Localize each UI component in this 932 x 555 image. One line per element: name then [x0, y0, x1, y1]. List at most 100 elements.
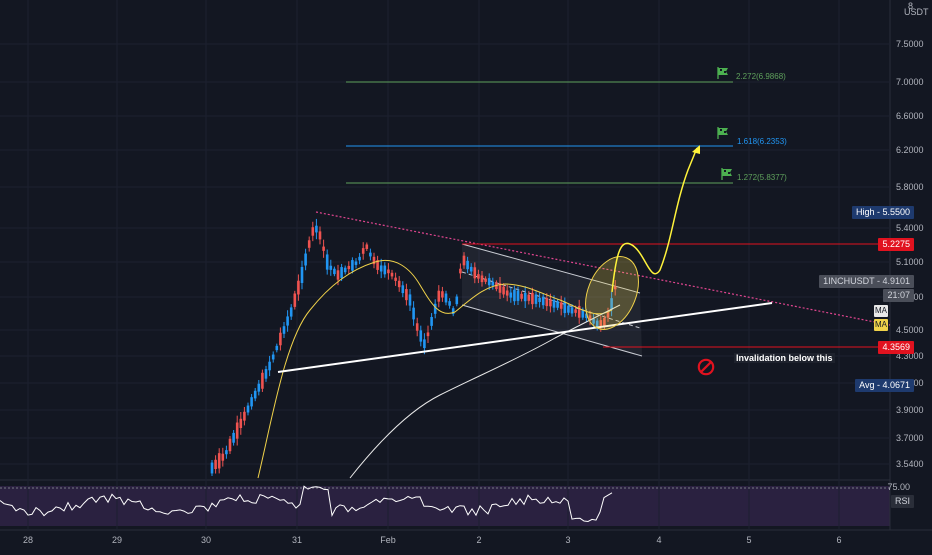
- flag-icon: [717, 127, 728, 139]
- rsi-line: [0, 485, 613, 523]
- time-axis[interactable]: 28 29 30 31 Feb 2 3 4 5 6: [23, 535, 842, 545]
- price-tick-label: 3.9000: [896, 405, 924, 415]
- ma-fast-label[interactable]: MA: [874, 319, 888, 331]
- projection-path: [611, 147, 698, 293]
- candle-body: [491, 281, 495, 286]
- candle-body: [441, 291, 444, 298]
- candle-body: [516, 290, 520, 301]
- candle-body: [351, 260, 354, 271]
- countdown-tag: 21:07: [883, 289, 914, 302]
- price-tick-label: 3.7000: [896, 433, 924, 443]
- candle-body: [412, 307, 415, 320]
- time-tick-label: 5: [746, 535, 751, 545]
- candle-body: [545, 298, 549, 307]
- candle-body: [264, 369, 268, 379]
- candle-body: [333, 268, 336, 275]
- candle-body: [347, 265, 351, 270]
- candle-body: [221, 453, 225, 461]
- flag-icon: [721, 168, 732, 180]
- ascending-trendline: [277, 302, 773, 373]
- candle-body: [563, 301, 567, 314]
- time-tick-label: 4: [656, 535, 661, 545]
- candle-body: [365, 244, 369, 249]
- avg-price-tag: Avg - 4.0671: [855, 379, 914, 392]
- candle-body: [405, 289, 408, 301]
- candle-body: [448, 301, 451, 306]
- candle-body: [268, 361, 271, 371]
- candle-body: [286, 316, 289, 326]
- time-tick-label: 30: [201, 535, 211, 545]
- candle-body: [556, 301, 559, 308]
- time-tick-label: 3: [565, 535, 570, 545]
- candle-body: [570, 307, 574, 314]
- candle-body: [329, 265, 333, 270]
- candle-body: [498, 283, 502, 293]
- candle-body: [279, 332, 282, 346]
- candle-body: [606, 311, 610, 318]
- candle-body: [549, 299, 552, 307]
- resistance-price-tag: 5.2275: [878, 238, 914, 251]
- candle-body: [246, 405, 250, 413]
- candle-body: [455, 296, 459, 305]
- candle-body: [574, 309, 577, 313]
- candle-body: [585, 313, 588, 319]
- candle-body: [232, 432, 235, 443]
- candle-body: [592, 318, 595, 324]
- candle-body: [513, 289, 516, 302]
- invalidation-note: Invalidation below this: [734, 353, 835, 363]
- candle-body: [473, 267, 477, 279]
- candle-body: [379, 265, 383, 272]
- rsi-level-value: 75.00: [887, 482, 910, 492]
- candle-body: [538, 297, 541, 303]
- price-tick-label: 5.8000: [896, 182, 924, 192]
- price-tick-label: 3.5400: [896, 459, 924, 469]
- candle-body: [300, 267, 304, 283]
- time-tick-label: 29: [112, 535, 122, 545]
- candle-body: [354, 261, 358, 265]
- candle-body: [588, 315, 592, 321]
- candle-body: [581, 309, 585, 318]
- price-tick-label: 6.6000: [896, 111, 924, 121]
- fib-label-1618: 1.618(6.2353): [737, 137, 787, 146]
- candle-body: [225, 450, 228, 455]
- candle-body: [595, 320, 599, 329]
- candle-body: [293, 293, 297, 307]
- candle-body: [253, 390, 257, 399]
- candle-body: [282, 326, 286, 334]
- candle-body: [336, 270, 340, 280]
- candle-body: [534, 294, 538, 304]
- candle-body: [271, 354, 275, 360]
- price-tick-label: 6.2000: [896, 145, 924, 155]
- candle-body: [376, 260, 379, 270]
- candle-body: [541, 296, 545, 306]
- candle-body: [426, 332, 430, 337]
- candle-body: [567, 305, 570, 313]
- candle-body: [509, 292, 513, 298]
- main-pane-bg: [0, 0, 890, 478]
- candle-body: [419, 330, 423, 342]
- candle-body: [484, 278, 487, 282]
- price-axis[interactable]: 7.5000 7.0000 6.6000 6.2000 5.8000 5.4000 5.10…: [896, 39, 924, 469]
- price-tick-label: 5.4000: [896, 223, 924, 233]
- candle-body: [603, 317, 606, 327]
- flag-icon: [717, 67, 728, 79]
- candle-body: [527, 294, 531, 301]
- candle-body: [505, 290, 509, 296]
- price-tick-label: 7.5000: [896, 39, 924, 49]
- candle-body: [444, 293, 448, 303]
- no-entry-icon: [697, 358, 715, 376]
- candle-body: [235, 422, 239, 439]
- candle-body: [311, 227, 315, 236]
- price-tick-label: 4.3000: [896, 351, 924, 361]
- candle-body: [387, 269, 390, 274]
- candle-body: [480, 275, 484, 283]
- candle-body: [217, 453, 221, 469]
- candle-body: [383, 265, 387, 275]
- candle-body: [520, 293, 523, 299]
- ma-slow-label[interactable]: MA: [874, 305, 888, 317]
- candle-body: [214, 459, 217, 470]
- candle-body: [502, 286, 505, 295]
- candle-body: [275, 345, 279, 351]
